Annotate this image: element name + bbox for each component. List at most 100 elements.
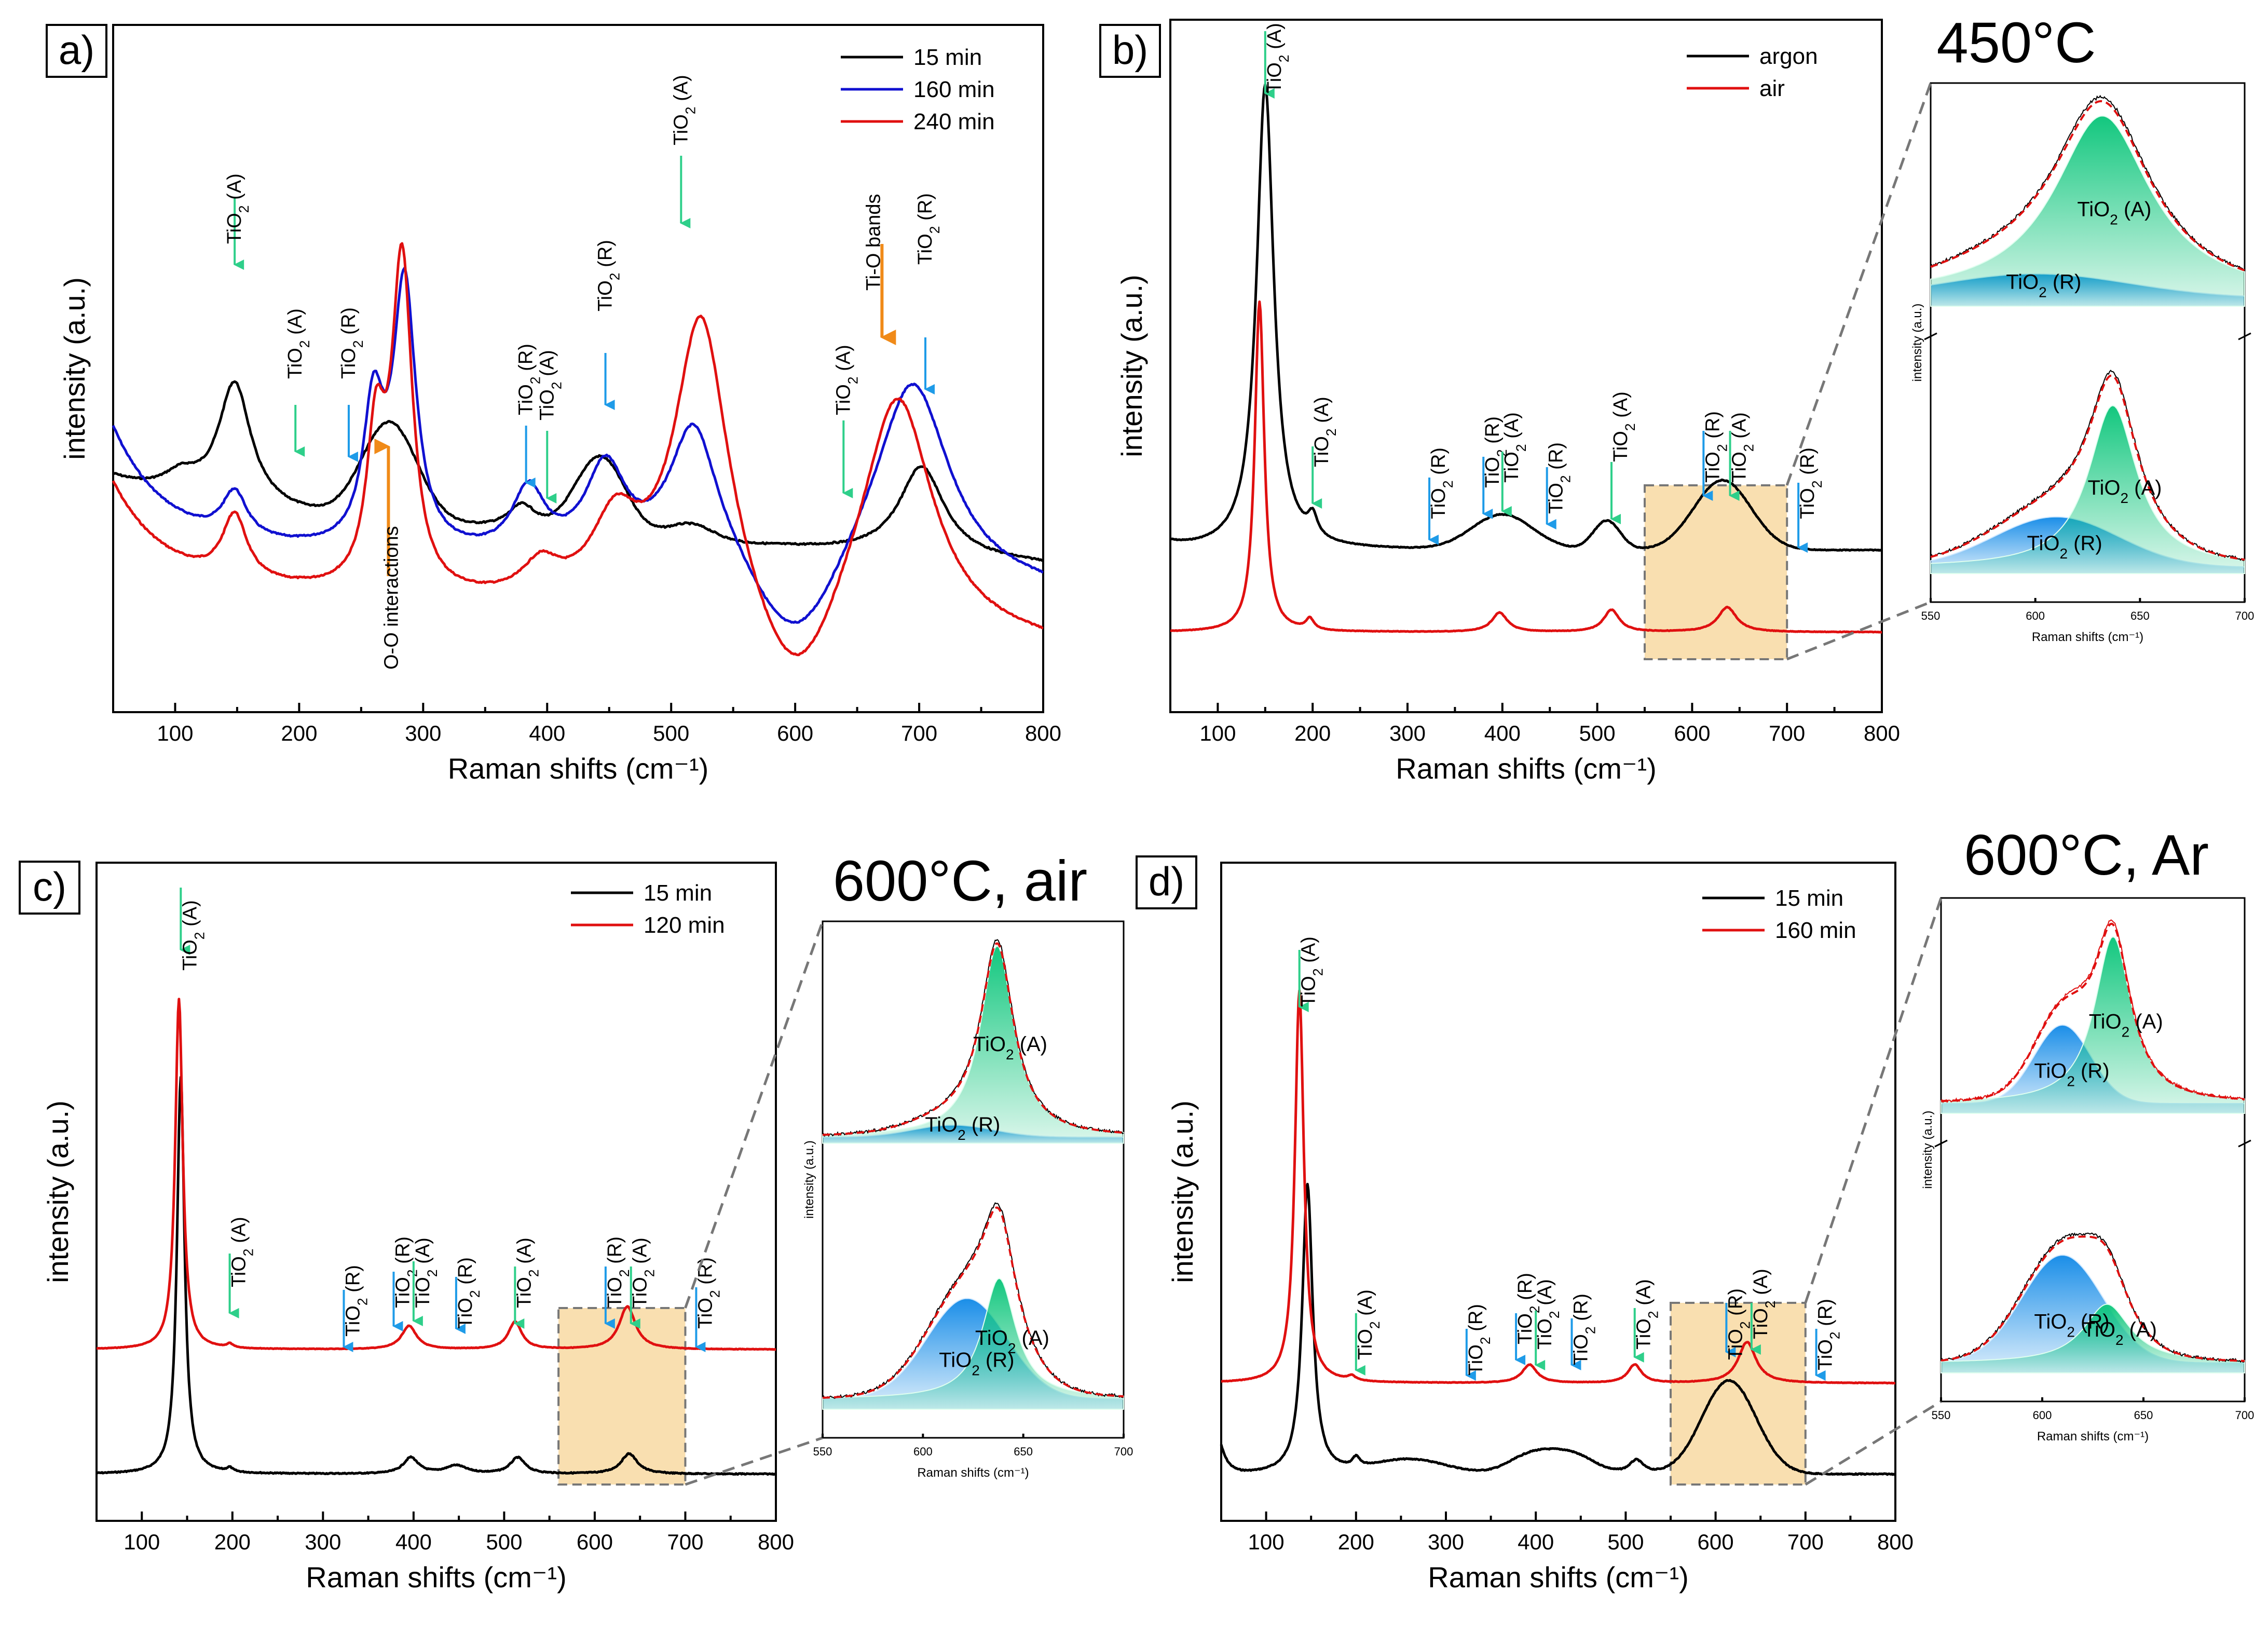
x-tick-label: 800 (758, 1530, 794, 1554)
legend-entry: 15 min (913, 45, 982, 70)
plot-frame (95, 862, 777, 1522)
x-tick-label: 300 (305, 1530, 341, 1554)
inset-x-tick-label: 600 (913, 1445, 933, 1458)
band-label: TiO2 (R) (338, 307, 366, 379)
plot-frame (112, 24, 1044, 713)
band-label: TiO2 (A) (1610, 391, 1638, 462)
band-label: TiO2 (A) (224, 173, 252, 244)
inset-x-tick-label: 700 (2235, 609, 2255, 622)
band-label: O-O interactions (380, 526, 402, 670)
x-tick-label: 700 (667, 1530, 703, 1554)
band-label: TiO2 (A) (1633, 1279, 1661, 1350)
inset-y-label: intensity (a.u.) (802, 1140, 816, 1219)
axis-break (2238, 332, 2251, 341)
x-tick-label: 300 (1389, 721, 1426, 745)
band-label: TiO2 (A) (1298, 936, 1326, 1007)
legend-entry: 240 min (913, 109, 995, 134)
axis-break (1924, 332, 1937, 341)
x-tick-label: 200 (1338, 1530, 1374, 1554)
inset-x-label: Raman shifts (cm⁻¹) (917, 1466, 1029, 1480)
band-label: TiO2 (R) (1797, 447, 1825, 519)
band-label: TiO2 (A) (670, 75, 698, 145)
legend-entry: air (1759, 76, 1785, 101)
inset-fit-line (1930, 100, 2245, 271)
legend-entry: 15 min (1775, 886, 1843, 911)
band-label: TiO2 (A) (832, 345, 860, 415)
x-tick-label: 500 (1607, 1530, 1644, 1554)
inset-rutile-label: TiO2 (R) (2034, 1060, 2109, 1090)
series-120min (96, 998, 776, 1351)
legend-entry: 120 min (644, 913, 725, 938)
anatase-fit-area (1930, 405, 2245, 574)
y-axis-label: intensity (a.u.) (58, 277, 91, 460)
band-label: TiO2 (A) (1355, 1289, 1383, 1360)
x-axis-label: Raman shifts (cm⁻¹) (1428, 1561, 1689, 1594)
x-tick-label: 300 (1428, 1530, 1464, 1554)
band-label: TiO2 (A) (1750, 1269, 1778, 1339)
panel-d: 100 200 300 400 500 600 700 800 Raman shifts (cm… (1136, 823, 2254, 1594)
panel-title: 450°C (1937, 11, 2096, 75)
series-15min (1220, 1182, 1896, 1476)
legend-entry: 15 min (644, 880, 712, 906)
highlight-box (1644, 484, 1788, 660)
band-label: TiO2 (R) (455, 1257, 483, 1329)
inset-rutile-label: TiO2 (R) (939, 1349, 1014, 1378)
panel-label-box (1136, 855, 1197, 909)
inset-rutile-label: TiO2 (R) (2006, 270, 2081, 300)
panel-label: a) (59, 27, 94, 73)
x-tick-label: 200 (1294, 721, 1331, 745)
inset-x-tick-label: 550 (813, 1445, 832, 1458)
inset-anatase-label: TiO2 (A) (2088, 476, 2162, 506)
band-label: TiO2 (A) (1311, 397, 1339, 467)
panel-label: b) (1112, 27, 1148, 73)
band-label: TiO2 (R) (604, 1236, 632, 1308)
band-label: TiO2 (R) (392, 1236, 420, 1308)
anatase-fit-area (822, 1277, 1124, 1410)
inset-rutile-label: TiO2 (R) (925, 1113, 1000, 1143)
x-axis-label: Raman shifts (cm⁻¹) (306, 1561, 567, 1594)
x-tick-label: 800 (1877, 1530, 1914, 1554)
inset-anatase-label: TiO2 (A) (2089, 1010, 2163, 1040)
panel-title: 600°C, air (833, 849, 1087, 913)
inset-connector (1786, 601, 1931, 661)
legend-entry: 160 min (1775, 918, 1856, 943)
band-label: TiO2 (R) (595, 240, 623, 311)
panel-label: c) (33, 864, 66, 909)
band-label: TiO2 (A) (1264, 23, 1292, 93)
inset-connector (1804, 897, 1943, 1303)
inset-fit-line (1941, 922, 2245, 1102)
band-label: TiO2 (R) (1465, 1304, 1493, 1376)
inset-fit-line (822, 1206, 1124, 1399)
x-tick-label: 700 (1769, 721, 1805, 745)
inset-fit-line (822, 942, 1124, 1136)
highlight-box (1670, 1302, 1807, 1486)
band-label: TiO2 (R) (342, 1265, 370, 1337)
inset-y-label: intensity (a.u.) (1910, 304, 1924, 382)
inset-connector (684, 921, 824, 1309)
inset-fit-line (1941, 1235, 2245, 1362)
x-tick-label: 400 (1518, 1530, 1554, 1554)
inset-fit-line (1930, 374, 2245, 561)
x-tick-label: 500 (1579, 721, 1616, 745)
plot-frame (1169, 19, 1883, 713)
band-label: TiO2 (R) (1428, 447, 1456, 519)
inset-x-tick-label: 550 (1921, 609, 1941, 622)
inset-x-tick-label: 700 (1114, 1445, 1133, 1458)
series-15min (96, 1075, 776, 1476)
band-label: TiO2 (R) (515, 344, 543, 415)
series-160min (1221, 989, 1896, 1385)
band-label: TiO2 (A) (228, 1217, 256, 1287)
x-tick-label: 300 (405, 721, 441, 745)
inset-x-tick-label: 600 (2033, 1409, 2052, 1422)
inset-x-tick-label: 650 (1014, 1445, 1033, 1458)
series-160min (112, 266, 1044, 624)
x-tick-label: 600 (1674, 721, 1710, 745)
x-tick-label: 100 (157, 721, 193, 745)
panel-label-box (46, 24, 107, 78)
x-tick-label: 800 (1025, 721, 1061, 745)
x-tick-label: 200 (214, 1530, 251, 1554)
series-air (1170, 300, 1882, 634)
x-tick-label: 100 (124, 1530, 160, 1554)
y-axis-label: intensity (a.u.) (42, 1100, 74, 1283)
band-label: TiO2 (A) (1729, 412, 1757, 483)
